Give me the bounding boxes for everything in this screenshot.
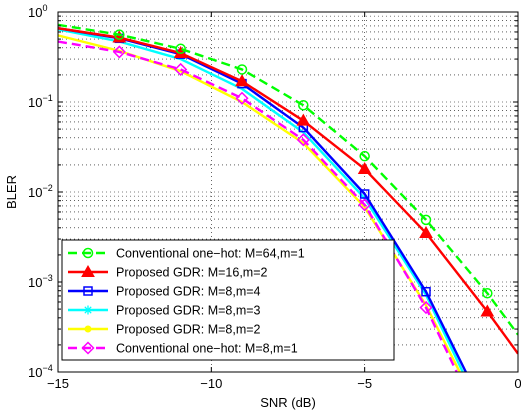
diamond-marker — [81, 341, 95, 355]
diamond-marker — [296, 133, 310, 147]
series-line — [58, 40, 458, 372]
triangle-marker — [112, 30, 127, 43]
x-tick-label: −10 — [200, 376, 222, 391]
dot-marker — [84, 325, 92, 333]
circle-marker — [82, 247, 94, 259]
series-line — [58, 23, 518, 336]
triangle-marker — [419, 226, 433, 239]
star-marker — [83, 305, 93, 315]
series-line — [58, 28, 464, 372]
circle-marker — [114, 29, 125, 40]
legend-label: Proposed GDR: M=8,m=3 — [116, 304, 261, 318]
x-axis-label: SNR (dB) — [260, 395, 316, 410]
x-tick-label: 0 — [514, 376, 521, 391]
x-tick-label: −15 — [47, 376, 69, 391]
square-marker — [359, 189, 370, 199]
legend-label: Proposed GDR: M=16,m=2 — [116, 266, 268, 280]
circle-marker — [420, 214, 432, 226]
circle-marker — [175, 43, 186, 55]
y-tick-label: 10−1 — [28, 93, 53, 110]
diamond-marker — [174, 62, 188, 77]
circle-marker — [359, 150, 370, 162]
tick-layer: −15 −10 −5 0 10−4 10−3 10−2 10−1 100 — [28, 3, 521, 391]
square-marker — [421, 286, 431, 297]
y-tick-label: 10−3 — [28, 273, 53, 290]
legend-label: Proposed GDR: M=8,m=4 — [116, 285, 261, 299]
legend-label: Conventional one−hot: M=64,m=1 — [116, 247, 305, 261]
series-0 — [58, 23, 518, 336]
triangle-marker — [235, 74, 249, 87]
legend: Conventional one−hot: M=64,m=1 Proposed G… — [61, 239, 395, 361]
legend-label: Proposed GDR: M=8,m=2 — [116, 323, 261, 337]
diamond-marker — [112, 45, 126, 59]
series-3 — [58, 28, 464, 372]
square-marker — [83, 286, 93, 296]
x-tick-label: −5 — [357, 376, 372, 391]
y-tick-label: 10−2 — [28, 183, 53, 200]
circle-marker — [482, 287, 493, 299]
triangle-marker — [81, 264, 95, 277]
legend-label: Conventional one−hot: M=8,m=1 — [116, 342, 298, 356]
series-5 — [58, 40, 458, 372]
diamond-marker — [358, 198, 372, 212]
y-axis-label: BLER — [4, 175, 19, 209]
y-tick-label: 100 — [28, 3, 47, 20]
triangle-marker — [357, 162, 372, 175]
legend-box — [61, 239, 395, 361]
circle-marker — [298, 100, 309, 111]
triangle-marker — [480, 304, 495, 317]
series-layer — [58, 23, 518, 372]
triangle-marker — [296, 113, 311, 126]
y-tick-label: 10−4 — [28, 363, 53, 380]
diamond-marker — [235, 91, 249, 105]
diamond-marker — [419, 300, 433, 315]
circle-marker — [236, 64, 248, 75]
